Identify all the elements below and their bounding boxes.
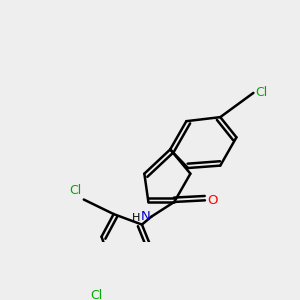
- Text: H: H: [132, 213, 141, 223]
- Text: N: N: [141, 210, 150, 223]
- Text: O: O: [207, 194, 218, 207]
- Text: Cl: Cl: [69, 184, 81, 197]
- Text: Cl: Cl: [255, 86, 268, 99]
- Text: Cl: Cl: [90, 289, 102, 300]
